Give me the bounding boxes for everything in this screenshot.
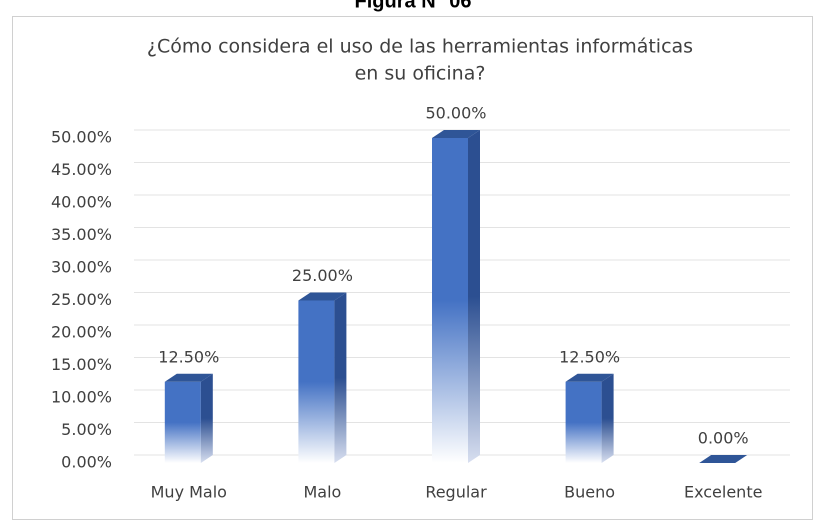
figure-caption: Figura N° 06 (355, 0, 472, 12)
x-tick-label: Muy Malo (151, 483, 227, 502)
y-tick-label: 25.00% (51, 290, 112, 309)
y-tick-label: 30.00% (51, 258, 112, 277)
bar (565, 381, 602, 463)
y-tick-label: 20.00% (51, 323, 112, 342)
bar-side (200, 373, 213, 463)
y-tick-label: 0.00% (61, 453, 112, 472)
y-tick-label: 50.00% (51, 128, 112, 147)
x-tick-label: Regular (425, 483, 487, 502)
y-tick-label: 35.00% (51, 225, 112, 244)
chart-title: en su oficina? (355, 63, 486, 85)
y-tick-label: 15.00% (51, 355, 112, 374)
bar-side (601, 373, 614, 463)
y-tick-label: 40.00% (51, 193, 112, 212)
data-label: 50.00% (425, 104, 486, 123)
y-tick-label: 10.00% (51, 388, 112, 407)
data-label: 25.00% (292, 266, 353, 285)
data-label: 12.50% (559, 347, 620, 366)
bar (298, 300, 335, 463)
data-label: 12.50% (158, 347, 219, 366)
bar-side (468, 130, 480, 463)
data-label: 0.00% (698, 429, 749, 448)
y-tick-label: 45.00% (51, 160, 112, 179)
bar-side (334, 292, 347, 463)
bar-top (699, 455, 748, 463)
y-tick-label: 5.00% (61, 420, 112, 439)
x-tick-label: Malo (303, 483, 341, 502)
bar-top (164, 373, 213, 382)
chart-border (12, 16, 813, 520)
x-tick-label: Bueno (564, 483, 615, 502)
x-tick-label: Excelente (684, 483, 762, 502)
bar-top (298, 292, 347, 301)
bar (432, 138, 468, 463)
bar-top (432, 130, 480, 138)
bar-top (565, 373, 614, 382)
bar (164, 381, 201, 463)
chart-title: ¿Cómo considera el uso de las herramient… (147, 36, 693, 58)
